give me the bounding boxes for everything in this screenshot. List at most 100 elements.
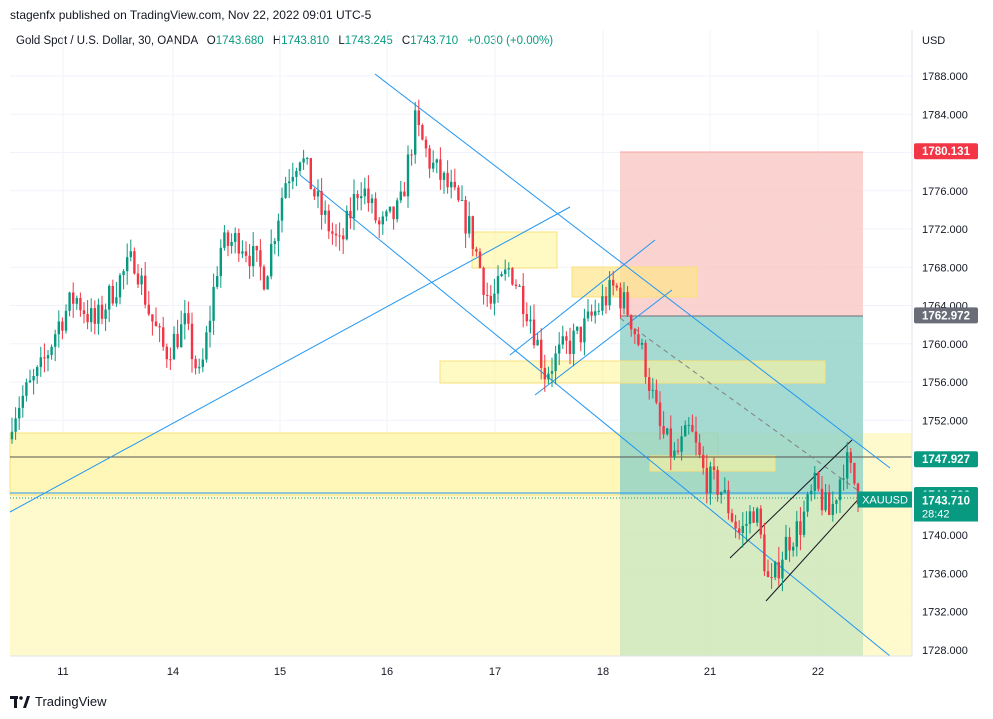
- candle-body: [133, 251, 136, 274]
- candle-body: [255, 246, 258, 251]
- candle-body: [453, 181, 456, 188]
- candle-body: [158, 326, 161, 328]
- candle-body: [554, 353, 557, 372]
- candle-body: [270, 243, 273, 277]
- candle-body: [259, 250, 262, 267]
- wedge-upper[interactable]: [729, 439, 853, 559]
- x-axis[interactable]: 11 14 15 16 17 18 21 22: [10, 655, 912, 678]
- candle-body: [568, 340, 572, 355]
- candle-body: [846, 452, 849, 479]
- candle-body: [183, 313, 186, 325]
- target-zone-lower[interactable]: [620, 495, 863, 656]
- candle-body: [788, 536, 791, 551]
- candle-body: [705, 467, 708, 494]
- candle-body: [838, 479, 842, 501]
- candle-body: [550, 371, 554, 374]
- candle-body: [324, 210, 327, 215]
- candle-body: [151, 314, 154, 322]
- candle-body: [579, 326, 582, 343]
- support-zone-upper[interactable]: [9, 432, 719, 496]
- zone-box-3[interactable]: [439, 360, 826, 384]
- candle-body: [820, 488, 824, 511]
- candle-body: [10, 431, 14, 440]
- candle-body: [72, 292, 75, 304]
- legend-close: 1743.710: [410, 35, 459, 47]
- candle-body: [770, 577, 773, 579]
- candle-body: [457, 187, 460, 201]
- flag-lower[interactable]: [534, 289, 673, 396]
- zone-box-4[interactable]: [649, 455, 776, 472]
- y-tick-label: 1772.000: [922, 224, 968, 236]
- candle-body: [313, 189, 316, 197]
- candle-body: [626, 292, 629, 316]
- candle-body: [334, 233, 338, 236]
- x-tick-label: 15: [274, 666, 286, 678]
- candle-body: [79, 298, 82, 311]
- candle-body: [381, 216, 384, 225]
- candle-body: [482, 267, 485, 295]
- candle-body: [414, 110, 417, 155]
- candle-body: [813, 472, 816, 491]
- price-label-text: 1747.927: [922, 454, 970, 466]
- zone-box-2[interactable]: [571, 266, 698, 298]
- legend-open: 1743.680: [215, 35, 264, 47]
- candle-body: [478, 251, 482, 268]
- candle-body: [273, 241, 276, 244]
- candle-body: [147, 304, 150, 315]
- candle-body: [108, 285, 111, 310]
- x-tick-label: 14: [167, 666, 179, 678]
- channel-upper[interactable]: [374, 73, 891, 469]
- candle-body: [118, 275, 122, 298]
- candle-body: [640, 342, 644, 345]
- candle-body: [781, 559, 784, 579]
- candle-body: [295, 170, 298, 177]
- y-axis[interactable]: 1788.0001784.0001780.0001776.0001772.000…: [911, 30, 968, 657]
- candle-body: [32, 375, 35, 381]
- candle-body: [784, 536, 788, 560]
- x-tick-label: 18: [597, 666, 609, 678]
- candle-body: [615, 285, 618, 288]
- last-price-value: 1743.710: [922, 496, 970, 508]
- candle-body: [165, 346, 168, 360]
- channel-lower[interactable]: [299, 174, 891, 657]
- candle-body: [140, 275, 143, 285]
- price-labels: 1780.1311762.9721747.9271744.186XAUUSD17…: [858, 143, 978, 522]
- candle-body: [730, 513, 734, 522]
- candle-body: [734, 521, 737, 529]
- candle-body: [712, 466, 716, 470]
- candle-body: [518, 285, 521, 287]
- x-tick-label: 11: [57, 666, 68, 678]
- footer: TradingView: [10, 694, 107, 709]
- candle-body: [633, 329, 636, 335]
- candle-body: [691, 424, 694, 432]
- candle-body: [417, 110, 420, 126]
- candle-body: [694, 431, 698, 443]
- candle-body: [604, 296, 608, 306]
- symbol-tag-text: XAUUSD: [862, 495, 908, 507]
- candle-body: [439, 159, 442, 180]
- zone-box-1[interactable]: [471, 231, 558, 269]
- currency-label[interactable]: USD: [922, 35, 946, 47]
- x-tick-label: 16: [381, 666, 393, 678]
- candle-body: [86, 313, 89, 323]
- legend-close-label: C: [401, 35, 411, 47]
- zones: [9, 151, 912, 656]
- candle-body: [169, 359, 172, 361]
- candle-body: [252, 246, 255, 267]
- candle-body: [547, 373, 550, 380]
- candle-body: [666, 428, 669, 435]
- trend-line-rising[interactable]: [9, 206, 571, 513]
- candle-body: [21, 395, 24, 408]
- projection-dashed[interactable]: [619, 317, 861, 493]
- candle-body: [471, 216, 474, 249]
- candle-body: [97, 304, 100, 324]
- legend-symbol[interactable]: Gold Spot / U.S. Dollar, 30, OANDA: [16, 35, 198, 47]
- candle-body: [756, 508, 759, 523]
- candle-body: [504, 269, 507, 275]
- candle-body: [644, 342, 647, 378]
- candle-body: [651, 389, 654, 391]
- candle-body: [529, 319, 532, 322]
- candle-body: [180, 324, 183, 348]
- candle-body: [25, 382, 28, 396]
